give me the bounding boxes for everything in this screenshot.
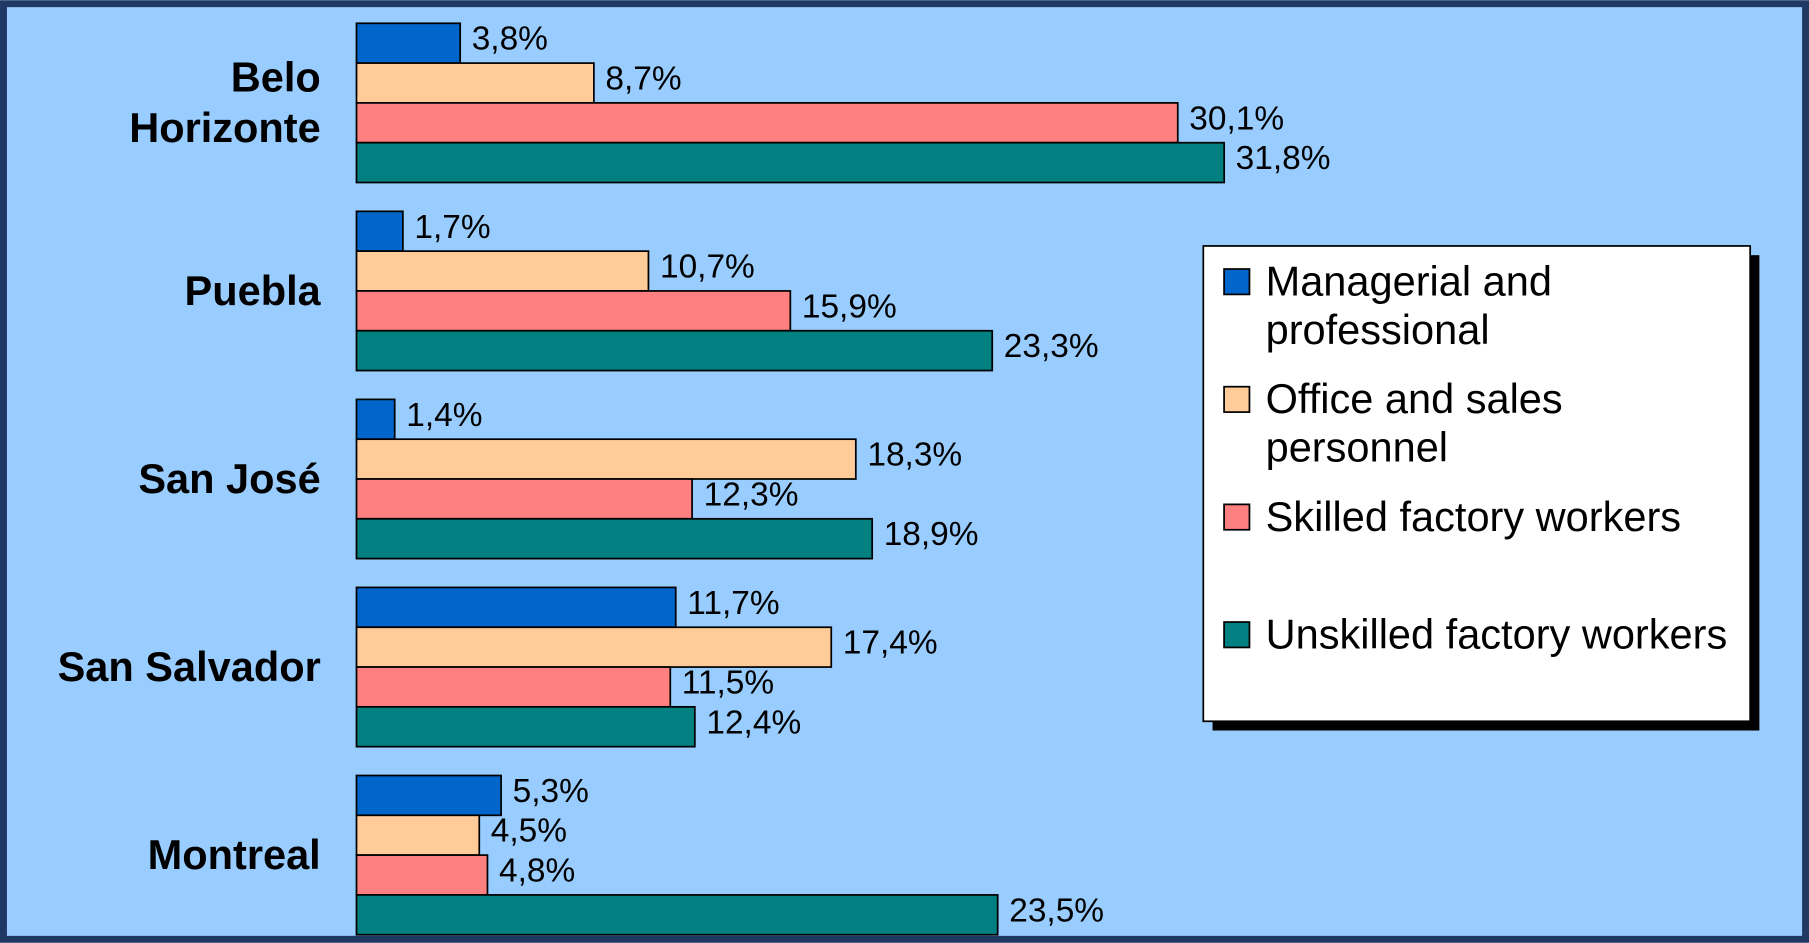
bar xyxy=(355,62,595,104)
category-label-box: Montreal xyxy=(23,775,321,934)
bar xyxy=(355,478,693,520)
category-label: San José xyxy=(138,454,321,503)
bar xyxy=(355,398,396,441)
value-label: 11,5% xyxy=(682,664,774,701)
legend-label: Skilled factory workers xyxy=(1265,492,1682,541)
value-label: 1,4% xyxy=(406,397,482,434)
bar xyxy=(355,210,404,253)
legend-label: Office and sales personnel xyxy=(1265,375,1563,471)
value-label: 23,5% xyxy=(1009,892,1104,929)
category-label-wrap: San Salvador xyxy=(23,587,321,746)
legend-swatch xyxy=(1223,503,1251,531)
bar xyxy=(355,438,857,480)
value-label: 10,7% xyxy=(660,249,755,286)
category-label-box: Belo Horizonte xyxy=(23,23,321,182)
legend-box xyxy=(1202,245,1752,723)
bar xyxy=(355,329,994,372)
category-label-wrap: San José xyxy=(23,399,321,558)
legend-text-box: Managerial and professional xyxy=(1265,257,1552,354)
category-label-wrap: Montreal xyxy=(23,775,321,934)
bar xyxy=(355,705,696,748)
value-label: 23,3% xyxy=(1004,328,1099,365)
bar xyxy=(355,586,677,629)
bar xyxy=(355,626,833,668)
bar xyxy=(355,141,1226,184)
value-label: 18,9% xyxy=(884,516,979,553)
value-label: 31,8% xyxy=(1236,140,1331,177)
legend-swatch xyxy=(1223,621,1251,649)
legend-swatch xyxy=(1223,268,1251,296)
legend-text-box: Skilled factory workers xyxy=(1265,492,1682,541)
category-label-box: San José xyxy=(23,399,321,558)
bar xyxy=(355,666,672,708)
category-label: Puebla xyxy=(184,266,321,315)
bar xyxy=(355,250,650,292)
value-label: 4,8% xyxy=(499,853,575,890)
bar xyxy=(355,102,1179,144)
value-label: 8,7% xyxy=(605,61,681,98)
legend-text-box: Unskilled factory workers xyxy=(1265,610,1728,658)
category-label: Belo Horizonte xyxy=(129,53,321,152)
value-label: 1,7% xyxy=(414,209,490,246)
category-label-wrap: Belo Horizonte xyxy=(23,23,321,182)
category-label: Montreal xyxy=(147,830,321,879)
bar xyxy=(355,22,462,64)
legend-label: Unskilled factory workers xyxy=(1265,610,1728,658)
category-label: San Salvador xyxy=(57,642,321,691)
value-label: 3,8% xyxy=(472,21,548,58)
value-label: 15,9% xyxy=(802,288,897,325)
legend-text-box: Office and sales personnel xyxy=(1265,375,1563,471)
value-label: 30,1% xyxy=(1189,100,1284,137)
value-label: 5,3% xyxy=(513,773,589,810)
value-label: 11,7% xyxy=(687,585,779,622)
bar xyxy=(355,774,502,817)
bar xyxy=(355,854,489,896)
value-label: 17,4% xyxy=(843,625,938,662)
bar xyxy=(355,517,874,560)
value-label: 12,3% xyxy=(704,476,799,513)
value-label: 18,3% xyxy=(867,437,962,474)
value-label: 12,4% xyxy=(706,704,801,741)
category-label-wrap: Puebla xyxy=(23,211,321,370)
category-label-box: San Salvador xyxy=(23,587,321,746)
bar xyxy=(355,894,999,936)
legend-swatch xyxy=(1223,385,1251,413)
category-label-box: Puebla xyxy=(23,211,321,370)
legend-label: Managerial and professional xyxy=(1265,257,1552,354)
bar xyxy=(355,814,481,856)
value-label: 4,5% xyxy=(491,813,567,850)
bar xyxy=(355,290,792,332)
